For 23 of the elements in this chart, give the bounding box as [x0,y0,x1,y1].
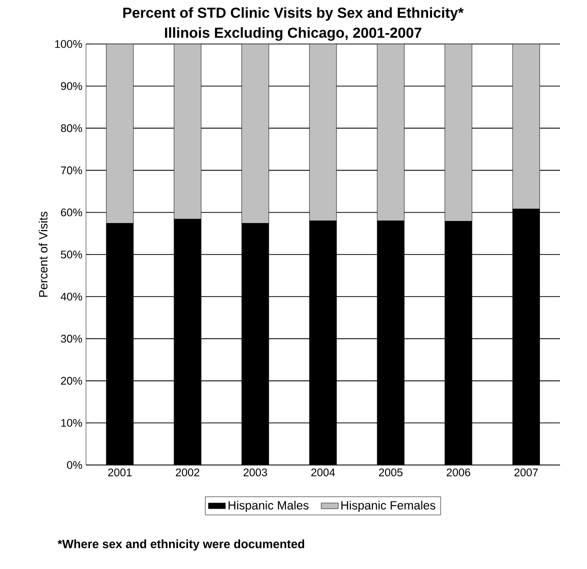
x-tick-label: 2003 [244,468,268,476]
legend-label: Hispanic Males [228,500,309,512]
x-tick-label: 2004 [311,468,335,476]
x-tick-label: 2007 [514,468,538,476]
y-tick-label: 20% [61,376,82,385]
y-axis-title: Percent of Visits [38,212,48,297]
x-tick-label: 2002 [176,468,200,476]
y-tick-label: 60% [61,208,82,216]
text: *Where sex and ethnicity were documented [58,539,304,551]
x-tick-label: 2006 [446,468,470,476]
y-tick-label: 40% [60,292,82,300]
chart-title: Percent of STD Clinic Visits by Sex and Ethnicity* Illinois Excluding Chicago, 2001-2007 [123,7,464,41]
y-tick-label: 90% [60,82,82,90]
x-tick-label: 2005 [379,468,402,476]
x-tick-label: 2001 [108,468,132,476]
legend-label: Hispanic Females [341,500,436,512]
y-tick-label: 80% [60,124,82,132]
y-tick-label: 30% [60,334,82,343]
y-tick-label: 100% [55,40,82,48]
y-tick-label: 10% [61,418,82,427]
y-tick-label: 0% [67,461,82,469]
y-tick-label: 50% [60,250,82,258]
y-tick-label: 70% [61,166,82,174]
